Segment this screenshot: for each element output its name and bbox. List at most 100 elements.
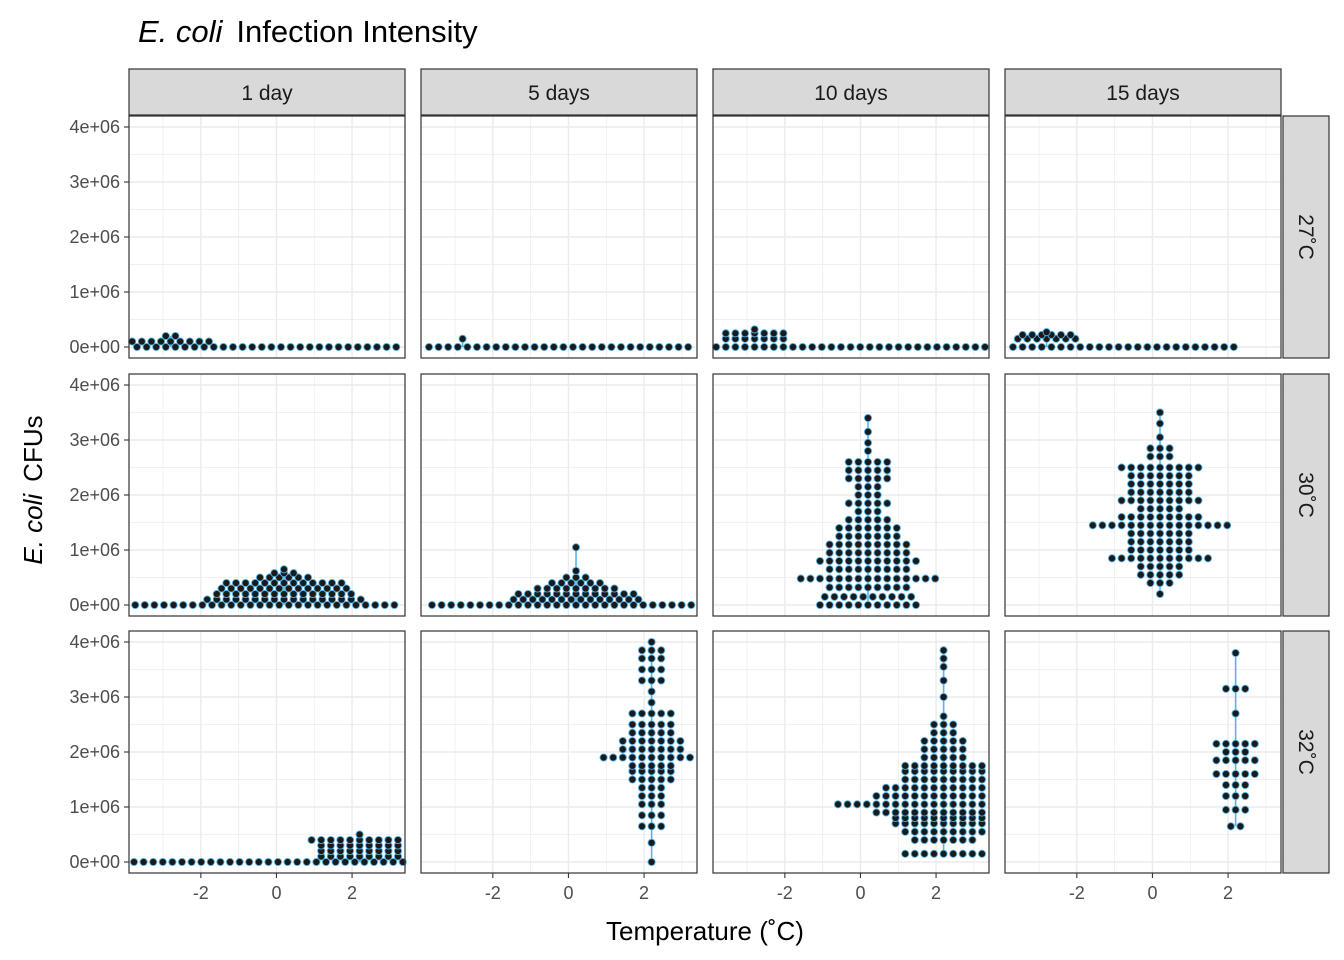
data-point bbox=[616, 342, 626, 352]
data-point bbox=[1085, 342, 1094, 352]
data-point bbox=[482, 342, 491, 352]
data-point bbox=[149, 857, 158, 867]
data-point bbox=[305, 342, 314, 352]
data-point bbox=[647, 761, 656, 770]
data-point bbox=[363, 342, 372, 352]
data-point bbox=[961, 342, 970, 352]
data-point bbox=[958, 800, 967, 809]
data-point bbox=[1241, 791, 1250, 801]
data-point bbox=[901, 775, 910, 784]
data-point bbox=[1152, 342, 1162, 352]
data-point bbox=[1165, 537, 1174, 546]
data-point bbox=[1175, 529, 1184, 538]
data-point bbox=[844, 565, 853, 574]
data-point bbox=[1226, 822, 1235, 831]
data-point bbox=[571, 566, 581, 575]
facet-col-label: 15 days bbox=[1106, 82, 1180, 105]
data-point bbox=[156, 337, 166, 346]
data-point bbox=[1155, 589, 1165, 599]
data-point bbox=[251, 578, 260, 588]
data-point bbox=[1155, 433, 1165, 442]
panel-data bbox=[833, 646, 987, 858]
data-point bbox=[958, 835, 967, 845]
data-point bbox=[939, 720, 948, 729]
data-point bbox=[958, 827, 967, 836]
data-point bbox=[883, 574, 892, 583]
data-point bbox=[939, 761, 948, 770]
data-point bbox=[863, 482, 873, 491]
data-point bbox=[856, 342, 865, 352]
data-point bbox=[238, 342, 247, 352]
data-point bbox=[968, 783, 977, 792]
data-point bbox=[977, 791, 987, 801]
data-point bbox=[350, 857, 359, 867]
data-point bbox=[228, 342, 238, 352]
data-point bbox=[217, 600, 226, 610]
data-point bbox=[901, 808, 910, 817]
data-point bbox=[299, 589, 308, 599]
data-point bbox=[863, 600, 873, 610]
facet-strip-row bbox=[1282, 373, 1330, 617]
data-point bbox=[1114, 342, 1123, 352]
data-point bbox=[203, 595, 212, 604]
data-point bbox=[873, 583, 882, 592]
data-point bbox=[1146, 488, 1155, 497]
data-point bbox=[1175, 496, 1184, 505]
facet-col-label: 10 days bbox=[814, 82, 888, 105]
data-point bbox=[920, 808, 929, 817]
data-point bbox=[168, 857, 177, 867]
data-point bbox=[1194, 463, 1203, 472]
data-point bbox=[289, 578, 298, 588]
data-point bbox=[849, 592, 858, 601]
data-point bbox=[628, 753, 637, 762]
data-point bbox=[902, 583, 911, 592]
data-point bbox=[666, 728, 675, 737]
data-point bbox=[549, 342, 558, 352]
data-point bbox=[657, 665, 666, 674]
data-point bbox=[873, 466, 882, 475]
data-point bbox=[628, 728, 637, 737]
data-point bbox=[275, 584, 284, 593]
data-point bbox=[657, 800, 666, 809]
data-point bbox=[862, 800, 871, 809]
data-point bbox=[1194, 521, 1203, 530]
data-point bbox=[1175, 463, 1184, 472]
data-point bbox=[1220, 342, 1229, 352]
data-point bbox=[835, 532, 844, 541]
data-point bbox=[217, 584, 226, 593]
data-point bbox=[332, 600, 341, 610]
data-point bbox=[166, 337, 175, 346]
data-point bbox=[1127, 479, 1136, 489]
data-point bbox=[303, 573, 313, 582]
data-point bbox=[1155, 419, 1165, 428]
data-point bbox=[833, 800, 843, 809]
data-point bbox=[637, 775, 647, 784]
data-point bbox=[968, 791, 977, 801]
data-point bbox=[1236, 822, 1245, 831]
data-point bbox=[628, 745, 637, 754]
data-point bbox=[552, 584, 561, 593]
data-point bbox=[576, 578, 585, 588]
data-point bbox=[231, 578, 241, 588]
data-point bbox=[206, 857, 215, 867]
data-point bbox=[492, 342, 501, 352]
data-point bbox=[892, 523, 901, 533]
data-point bbox=[139, 857, 148, 867]
data-point bbox=[591, 584, 600, 593]
data-point bbox=[279, 589, 289, 599]
data-point bbox=[212, 589, 221, 599]
data-point bbox=[929, 827, 939, 836]
data-point bbox=[657, 753, 666, 762]
panel-data bbox=[599, 637, 695, 867]
data-point bbox=[626, 342, 635, 352]
data-point bbox=[337, 578, 346, 588]
data-point bbox=[326, 835, 335, 845]
data-point bbox=[1241, 756, 1250, 765]
data-point bbox=[806, 574, 815, 583]
data-point bbox=[637, 736, 647, 746]
data-point bbox=[344, 342, 353, 352]
data-point bbox=[760, 342, 769, 352]
data-point bbox=[1018, 342, 1027, 352]
data-point bbox=[1155, 463, 1165, 472]
data-point bbox=[854, 499, 863, 508]
